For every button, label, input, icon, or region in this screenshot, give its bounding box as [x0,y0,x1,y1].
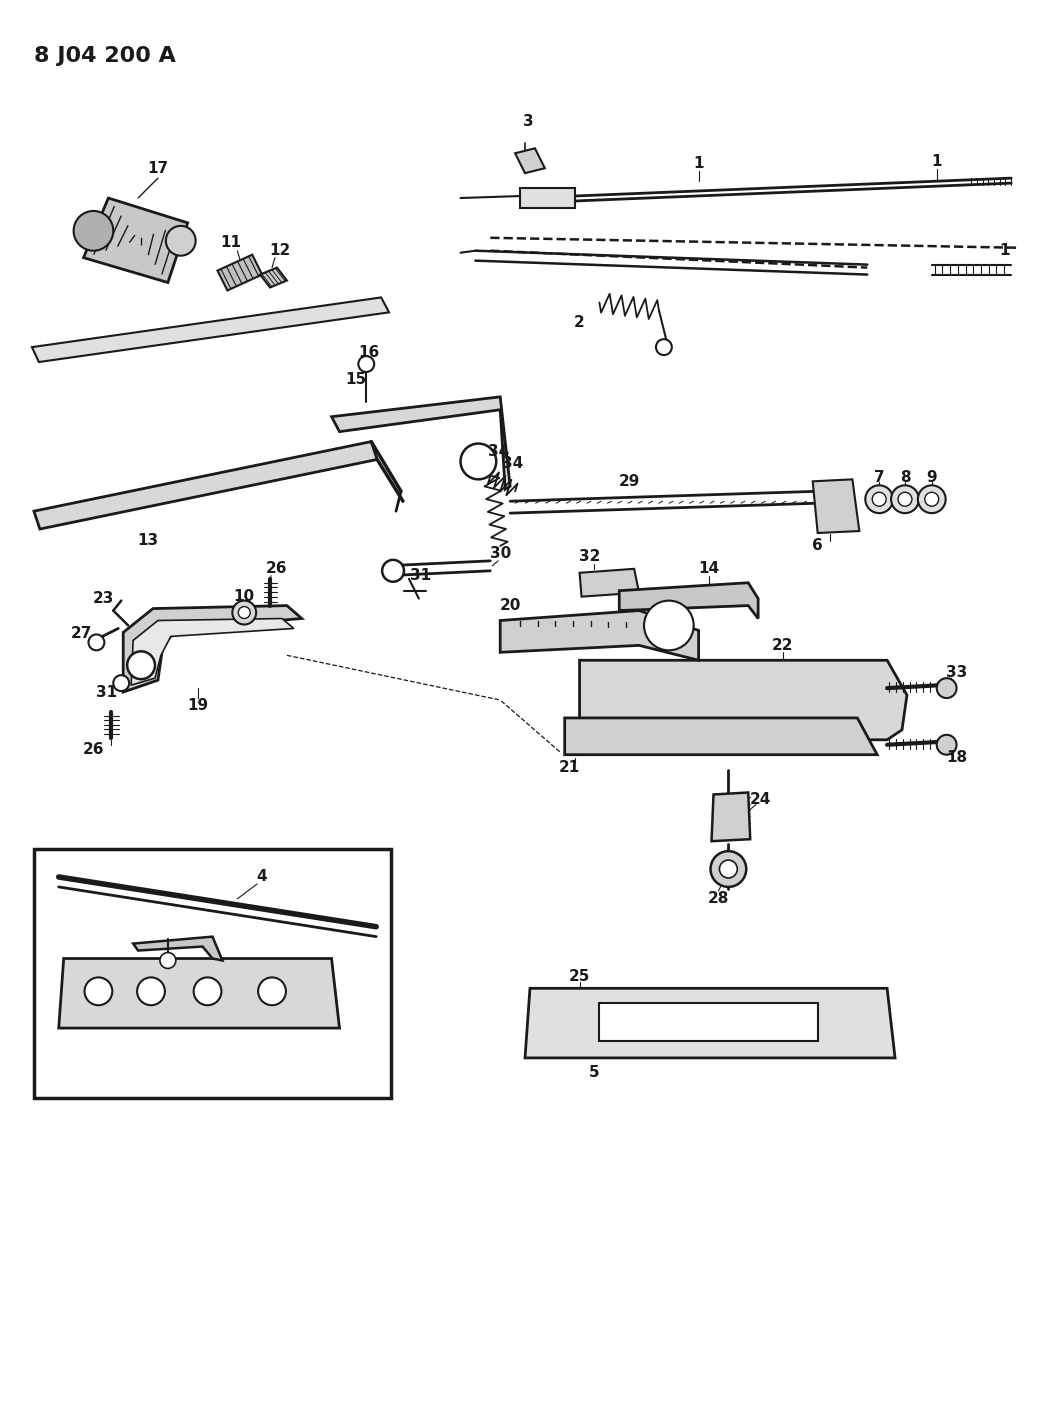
Text: 9: 9 [927,470,937,484]
Circle shape [160,953,176,969]
Polygon shape [32,298,389,361]
Text: 26: 26 [266,562,288,576]
Bar [600,1004,817,1041]
Text: 8: 8 [899,470,910,484]
Text: 2: 2 [574,315,585,330]
Text: 28: 28 [708,891,729,907]
Text: 27: 27 [70,626,93,641]
Text: 4: 4 [257,870,267,884]
Circle shape [710,851,746,887]
Text: 31: 31 [410,568,431,583]
Polygon shape [218,254,262,291]
Polygon shape [260,268,287,288]
Circle shape [918,486,946,513]
Circle shape [644,600,693,651]
Text: 13: 13 [138,534,159,548]
Circle shape [461,443,497,479]
Text: 6: 6 [812,538,823,554]
Polygon shape [580,661,907,740]
Text: 1: 1 [693,155,704,171]
Text: 10: 10 [234,589,255,604]
Polygon shape [525,988,895,1058]
Circle shape [88,634,104,651]
Polygon shape [711,792,750,842]
Circle shape [925,493,938,505]
Text: 19: 19 [187,698,208,713]
Circle shape [258,977,286,1005]
Text: 8 J04 200 A: 8 J04 200 A [34,45,176,66]
Text: 34: 34 [487,443,509,459]
Polygon shape [515,148,545,174]
Text: 14: 14 [697,562,720,576]
Circle shape [84,977,113,1005]
Text: 20: 20 [500,599,521,613]
Text: 33: 33 [946,665,967,679]
Text: 1: 1 [931,154,942,169]
Polygon shape [565,717,877,754]
Polygon shape [331,397,510,490]
Polygon shape [500,610,699,661]
Circle shape [382,561,404,582]
Text: 7: 7 [874,470,885,484]
Circle shape [891,486,918,513]
Text: 12: 12 [269,243,290,258]
Text: 5: 5 [589,1065,600,1080]
Text: 22: 22 [772,638,793,652]
Circle shape [656,339,672,354]
Text: 26: 26 [83,743,104,757]
Polygon shape [83,198,187,282]
Circle shape [114,675,129,690]
Circle shape [194,977,221,1005]
Polygon shape [813,479,859,532]
Circle shape [720,860,737,878]
Circle shape [239,607,250,618]
Text: 25: 25 [569,969,590,984]
Circle shape [866,486,893,513]
Bar [34,849,391,1097]
Text: 3: 3 [523,114,533,128]
Text: 21: 21 [559,760,581,775]
Polygon shape [123,606,302,692]
Polygon shape [59,959,340,1028]
Bar [520,188,574,208]
Text: 16: 16 [359,345,380,360]
Text: 31: 31 [96,685,117,699]
Circle shape [232,600,256,624]
Text: 11: 11 [220,236,241,250]
Text: 32: 32 [579,549,601,565]
Circle shape [166,226,196,256]
Polygon shape [580,569,640,597]
Circle shape [898,493,912,505]
Circle shape [137,977,165,1005]
Text: 17: 17 [147,161,168,175]
Polygon shape [132,618,294,685]
Text: 34: 34 [503,456,524,472]
Circle shape [872,493,886,505]
Text: 1: 1 [999,243,1010,258]
Text: 23: 23 [93,592,114,606]
Circle shape [74,210,114,251]
Text: 29: 29 [619,474,640,489]
Circle shape [359,356,375,371]
Circle shape [936,734,956,754]
Polygon shape [620,583,758,618]
Text: 18: 18 [946,750,967,765]
Text: 30: 30 [489,546,511,562]
Polygon shape [134,936,222,960]
Polygon shape [34,442,378,530]
Circle shape [127,651,155,679]
Text: 15: 15 [346,373,367,387]
Circle shape [936,678,956,698]
Text: 24: 24 [749,792,771,806]
